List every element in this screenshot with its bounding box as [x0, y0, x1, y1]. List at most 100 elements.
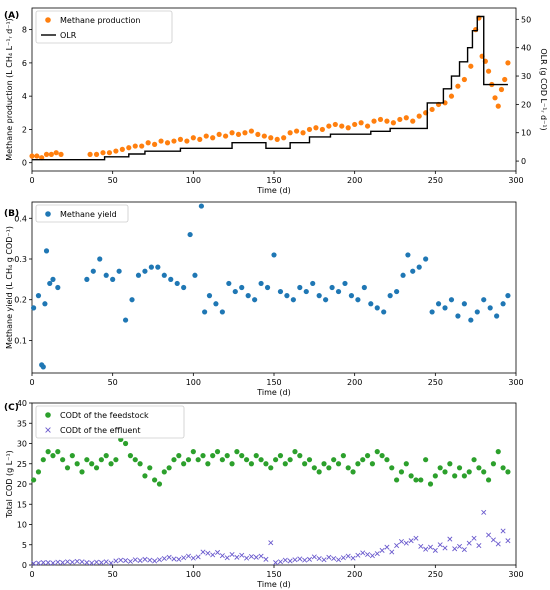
data-point [152, 141, 158, 147]
data-point [192, 272, 198, 278]
y-tick-label: 40 [17, 399, 27, 408]
data-point [281, 135, 287, 141]
data-point [468, 63, 474, 69]
data-point [316, 293, 322, 299]
data-point [210, 552, 216, 558]
data-point [485, 68, 492, 74]
data-point [277, 559, 283, 565]
data-point [84, 560, 90, 566]
x-tick-label: 100 [186, 378, 201, 387]
y2-tick-label: 10 [521, 129, 531, 138]
y-tick-label: 15 [17, 500, 27, 509]
data-point [452, 473, 458, 479]
data-point [31, 305, 37, 311]
y-tick-label: 35 [17, 419, 27, 428]
data-point [135, 272, 142, 278]
data-point [268, 465, 274, 471]
data-point [374, 551, 380, 557]
data-point [302, 557, 308, 563]
data-point [447, 461, 453, 467]
legend-dot-marker [45, 412, 51, 418]
data-point [461, 76, 467, 83]
x-tick-label: 200 [347, 176, 362, 185]
data-point [471, 535, 477, 541]
data-point [234, 449, 240, 455]
data-point [166, 465, 172, 471]
data-point [432, 547, 438, 553]
legend-label: Methane yield [60, 210, 117, 219]
data-point [455, 313, 461, 319]
data-point [239, 552, 245, 558]
data-point [410, 118, 416, 124]
y-tick-label: 0.1 [14, 336, 27, 345]
y2-tick-label: 40 [521, 44, 531, 53]
data-point [355, 297, 361, 303]
data-point [326, 123, 332, 129]
data-point [429, 309, 435, 315]
data-point [397, 116, 403, 123]
data-point [268, 540, 274, 546]
data-point [394, 288, 400, 295]
data-point [394, 543, 400, 549]
data-point [368, 301, 374, 307]
data-point [43, 151, 50, 157]
data-point [55, 284, 61, 291]
data-point [156, 481, 163, 487]
data-point [185, 457, 192, 463]
data-point [340, 555, 346, 561]
data-point [248, 128, 255, 134]
data-point [287, 558, 293, 564]
x-tick-label: 300 [508, 378, 523, 387]
data-point [232, 288, 238, 295]
data-point [35, 469, 42, 475]
y-tick-label: 0.3 [14, 255, 27, 264]
data-point [79, 559, 85, 565]
data-point [205, 550, 211, 556]
data-point [137, 558, 143, 564]
data-point [171, 457, 177, 463]
data-point [98, 560, 104, 566]
data-point [176, 453, 182, 459]
data-point [476, 465, 482, 471]
data-point [350, 555, 356, 561]
data-point [234, 554, 240, 560]
data-point [224, 555, 230, 561]
data-point [190, 449, 196, 455]
data-point [369, 553, 375, 559]
data-point [263, 556, 269, 562]
data-point [123, 558, 129, 564]
data-point [452, 546, 458, 552]
legend: CODt of the feedstock CODt of the effluen… [35, 405, 185, 439]
data-point [74, 558, 80, 564]
data-point [274, 136, 280, 142]
legend-x-marker [45, 427, 51, 433]
data-point [360, 457, 366, 463]
y-tick-label: 0.2 [14, 296, 27, 305]
data-point [495, 103, 501, 109]
data-point [336, 557, 342, 563]
data-point [394, 477, 400, 483]
panel-b-chart: (B) 0 50 100 150 200 250 300 Time (d) 0.1 0.2 0.3 0.… [4, 201, 524, 397]
data-point [282, 461, 288, 467]
data-point [79, 469, 85, 475]
data-point [48, 151, 54, 157]
series-olr [32, 15, 508, 161]
data-point [355, 461, 361, 467]
data-point [258, 280, 264, 287]
data-point [202, 309, 208, 315]
data-point [377, 116, 384, 123]
data-point [245, 293, 251, 299]
data-point [108, 560, 114, 566]
data-point [481, 297, 487, 303]
legend-dot-marker [45, 17, 51, 23]
data-point [448, 297, 455, 303]
data-point [374, 449, 380, 455]
data-point [127, 453, 134, 459]
data-point [142, 556, 148, 562]
data-point [205, 461, 211, 467]
data-point [29, 153, 35, 159]
data-point [94, 559, 100, 565]
data-point [198, 203, 204, 209]
data-point [432, 473, 438, 479]
data-point [371, 118, 377, 124]
